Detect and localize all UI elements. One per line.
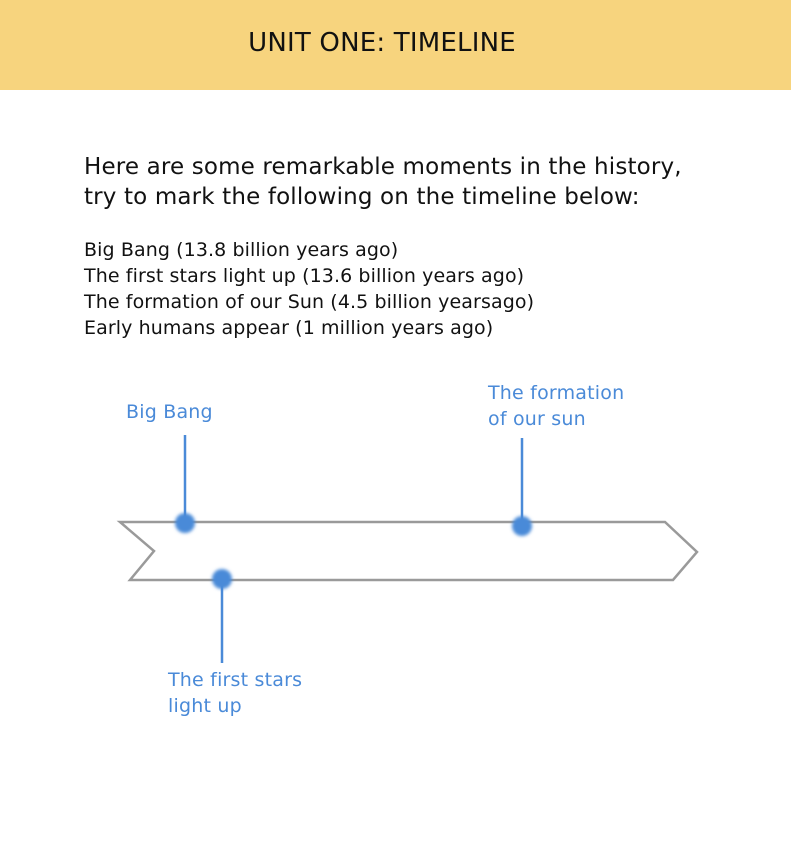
marker-dot-first-stars xyxy=(212,569,232,589)
event-list: Big Bang (13.8 billion years ago) The fi… xyxy=(84,237,534,341)
marker-label-formation-of-sun: The formation of our sun xyxy=(488,380,624,432)
marker-label-first-stars: The first stars light up xyxy=(168,667,302,719)
marker-dot-formation-of-sun xyxy=(512,516,532,536)
marker-label-line: The first stars xyxy=(168,669,303,691)
marker-dot-big-bang xyxy=(175,513,195,533)
event-item: Early humans appear (1 million years ago… xyxy=(84,317,494,339)
marker-label-line: light up xyxy=(168,695,242,717)
page-title: UNIT ONE: TIMELINE xyxy=(248,28,516,58)
event-item: The first stars light up (13.6 billion y… xyxy=(84,265,525,287)
intro-text: Here are some remarkable moments in the … xyxy=(84,152,682,212)
event-item: Big Bang (13.8 billion years ago) xyxy=(84,239,399,261)
marker-label-big-bang: Big Bang xyxy=(126,399,213,425)
intro-line: Here are some remarkable moments in the … xyxy=(84,154,682,180)
marker-label-line: The formation xyxy=(488,382,625,404)
intro-line: try to mark the following on the timelin… xyxy=(84,184,640,210)
marker-label-line: of our sun xyxy=(488,408,586,430)
header-banner: UNIT ONE: TIMELINE xyxy=(0,0,791,90)
marker-label-line: Big Bang xyxy=(126,401,213,423)
timeline-arrow xyxy=(116,520,699,582)
event-item: The formation of our Sun (4.5 billion ye… xyxy=(84,291,535,313)
